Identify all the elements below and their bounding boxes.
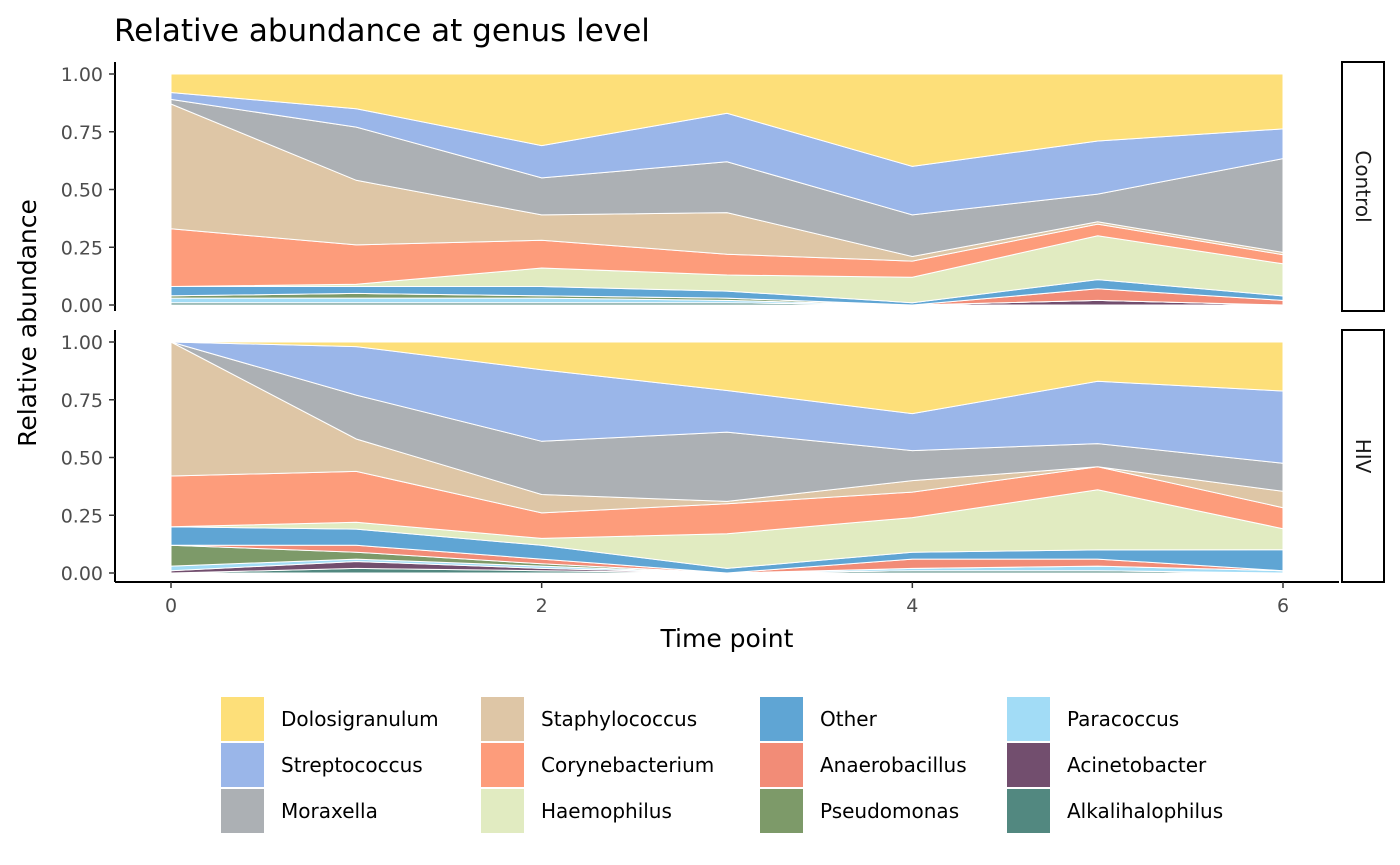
- legend-key-haemophilus: [481, 789, 524, 833]
- y-axis-title: Relative abundance: [13, 199, 42, 447]
- facet-strip-hiv: [1341, 329, 1385, 583]
- legend-key-staphylococcus: [481, 697, 524, 741]
- legend-item-corynebacterium: Corynebacterium: [481, 743, 714, 787]
- panel-hiv: 0.00 0.25 0.50 0.75 1.00 HIV: [61, 329, 1385, 585]
- legend-label-alkalihalophilus: Alkalihalophilus: [1067, 799, 1223, 823]
- x-tick-label: 6: [1277, 595, 1289, 617]
- legend-item-dolosigranulum: Dolosigranulum: [221, 697, 439, 741]
- facet-label-hiv: HIV: [1351, 439, 1375, 474]
- y-tick-label: 0.00: [61, 295, 103, 317]
- legend-item-other: Other: [760, 697, 878, 741]
- y-tick-label: 0.00: [61, 563, 103, 585]
- x-axis: 0 2 4 6: [115, 581, 1339, 617]
- legend-label-staphylococcus: Staphylococcus: [541, 707, 697, 731]
- legend-label-dolosigranulum: Dolosigranulum: [281, 707, 439, 731]
- area-control-dolosigranulum: [170, 73, 1284, 167]
- legend-item-pseudomonas: Pseudomonas: [760, 789, 959, 833]
- legend-item-acinetobacter: Acinetobacter: [1007, 743, 1207, 787]
- legend-label-anaerobacillus: Anaerobacillus: [820, 753, 967, 777]
- x-tick-label: 2: [536, 595, 548, 617]
- legend-label-corynebacterium: Corynebacterium: [541, 753, 714, 777]
- legend-key-other: [760, 697, 803, 741]
- chart-title: Relative abundance at genus level: [114, 13, 650, 49]
- legend-label-haemophilus: Haemophilus: [541, 799, 672, 823]
- legend-item-anaerobacillus: Anaerobacillus: [760, 743, 967, 787]
- y-tick-label: 0.25: [61, 237, 103, 259]
- y-tick-label: 1.00: [61, 64, 103, 86]
- legend-key-streptococcus: [221, 743, 264, 787]
- y-tick-label: 1.00: [61, 332, 103, 354]
- legend-key-moraxella: [221, 789, 264, 833]
- legend-item-alkalihalophilus: Alkalihalophilus: [1007, 789, 1223, 833]
- x-tick-label: 4: [906, 595, 918, 617]
- area-hiv-dolosigranulum: [170, 341, 1284, 415]
- legend-label-streptococcus: Streptococcus: [281, 753, 423, 777]
- x-tick-label: 0: [165, 595, 177, 617]
- y-tick-label: 0.50: [61, 180, 103, 202]
- facet-label-control: Control: [1351, 150, 1375, 222]
- y-tick-label: 0.25: [61, 505, 103, 527]
- legend-item-paracoccus: Paracoccus: [1007, 697, 1179, 741]
- legend-label-moraxella: Moraxella: [281, 799, 378, 823]
- legend-key-acinetobacter: [1007, 743, 1050, 787]
- legend-key-paracoccus: [1007, 697, 1050, 741]
- legend-label-paracoccus: Paracoccus: [1067, 707, 1179, 731]
- legend-key-pseudomonas: [760, 789, 803, 833]
- facet-strip-control: [1341, 61, 1385, 312]
- legend-label-pseudomonas: Pseudomonas: [820, 799, 959, 823]
- legend-item-streptococcus: Streptococcus: [221, 743, 423, 787]
- legend-key-corynebacterium: [481, 743, 524, 787]
- panel-control: 0.00 0.25 0.50 0.75 1.00 Control: [61, 61, 1385, 317]
- x-axis-title: Time point: [660, 624, 794, 653]
- legend: Dolosigranulum Streptococcus Moraxella Stap…: [221, 697, 1223, 833]
- legend-key-alkalihalophilus: [1007, 789, 1050, 833]
- legend-item-staphylococcus: Staphylococcus: [481, 697, 697, 741]
- y-tick-label: 0.50: [61, 448, 103, 470]
- legend-label-acinetobacter: Acinetobacter: [1067, 753, 1207, 777]
- legend-key-dolosigranulum: [221, 697, 264, 741]
- legend-label-other: Other: [820, 707, 878, 731]
- y-tick-label: 0.75: [61, 390, 103, 412]
- y-tick-label: 0.75: [61, 122, 103, 144]
- legend-item-moraxella: Moraxella: [221, 789, 378, 833]
- legend-key-anaerobacillus: [760, 743, 803, 787]
- legend-item-haemophilus: Haemophilus: [481, 789, 672, 833]
